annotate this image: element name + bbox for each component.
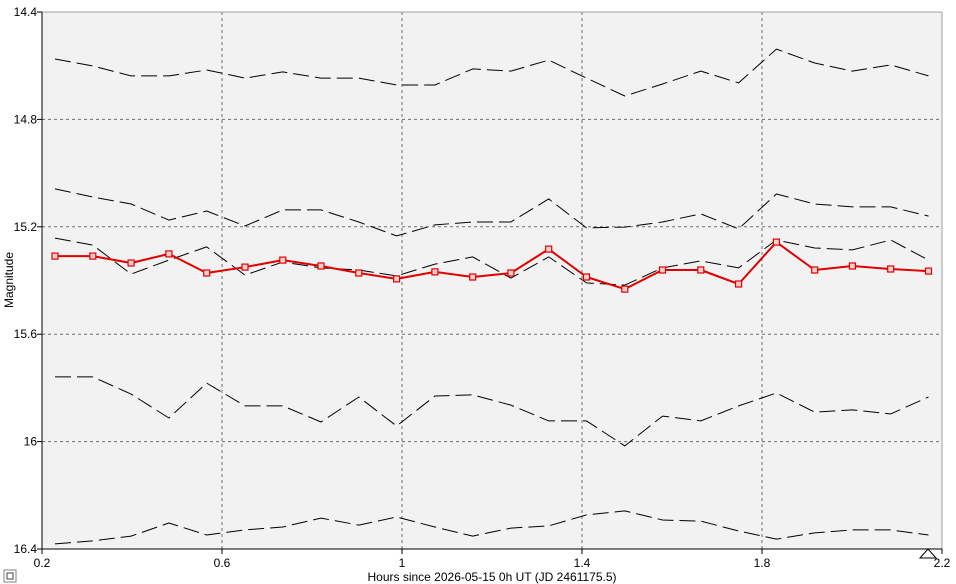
plot-area xyxy=(42,12,942,549)
series-line-5 xyxy=(54,510,929,545)
data-point xyxy=(279,256,287,264)
y-tick-label: 14.8 xyxy=(14,112,38,126)
x-tick-label: 2.2 xyxy=(934,556,951,570)
series-line-6 xyxy=(55,241,929,291)
data-point xyxy=(697,266,705,274)
x-tick-label: 0.6 xyxy=(214,556,231,570)
data-point xyxy=(621,285,629,293)
series-lines xyxy=(54,48,929,545)
data-point xyxy=(507,269,515,277)
y-axis-ticks: 14.4 14.8 15.2 15.6 16 16.4 xyxy=(14,5,42,556)
data-point xyxy=(772,238,781,246)
series-line-1 xyxy=(54,48,929,97)
y-tick-label: 16 xyxy=(24,435,38,449)
data-point xyxy=(848,262,857,270)
data-point xyxy=(393,275,401,283)
triangle-up-icon[interactable] xyxy=(918,548,938,559)
data-point xyxy=(317,262,325,270)
data-point xyxy=(355,269,363,277)
data-point xyxy=(51,252,59,260)
y-tick-label: 15.6 xyxy=(14,327,38,341)
x-tick-label: 1.4 xyxy=(574,556,591,570)
data-point xyxy=(545,245,553,253)
x-axis-title: Hours since 2026-05-15 0h UT (JD 2461175… xyxy=(367,570,616,584)
x-tick-label: 0.2 xyxy=(34,556,51,570)
data-point xyxy=(582,273,591,281)
x-axis-ticks: 0.2 0.6 1 1.4 1.8 2.2 xyxy=(34,549,951,570)
data-point xyxy=(203,269,211,277)
data-point xyxy=(431,268,439,276)
x-tick-label: 1 xyxy=(399,556,406,570)
y-axis-title: Magnitude xyxy=(2,252,16,308)
series-line-4 xyxy=(55,376,929,447)
data-point xyxy=(734,280,743,288)
data-point xyxy=(127,259,135,267)
data-point xyxy=(811,266,819,274)
y-tick-label: 14.4 xyxy=(14,5,38,19)
data-point xyxy=(165,250,173,258)
data-point xyxy=(887,265,895,273)
series-line-3 xyxy=(54,237,929,286)
data-point xyxy=(924,267,933,275)
square-icon xyxy=(3,569,17,583)
data-point xyxy=(658,266,667,274)
data-point xyxy=(469,273,477,281)
data-point-markers xyxy=(51,238,933,293)
corner-box-button[interactable] xyxy=(3,569,17,583)
data-point xyxy=(241,263,249,271)
x-tick-label: 1.8 xyxy=(754,556,771,570)
gridlines xyxy=(42,12,942,549)
y-tick-label: 15.2 xyxy=(14,220,38,234)
square-inner-icon xyxy=(6,572,14,580)
data-point xyxy=(89,252,97,260)
series-line-2 xyxy=(54,188,929,237)
y-tick-label: 16.4 xyxy=(14,542,38,556)
